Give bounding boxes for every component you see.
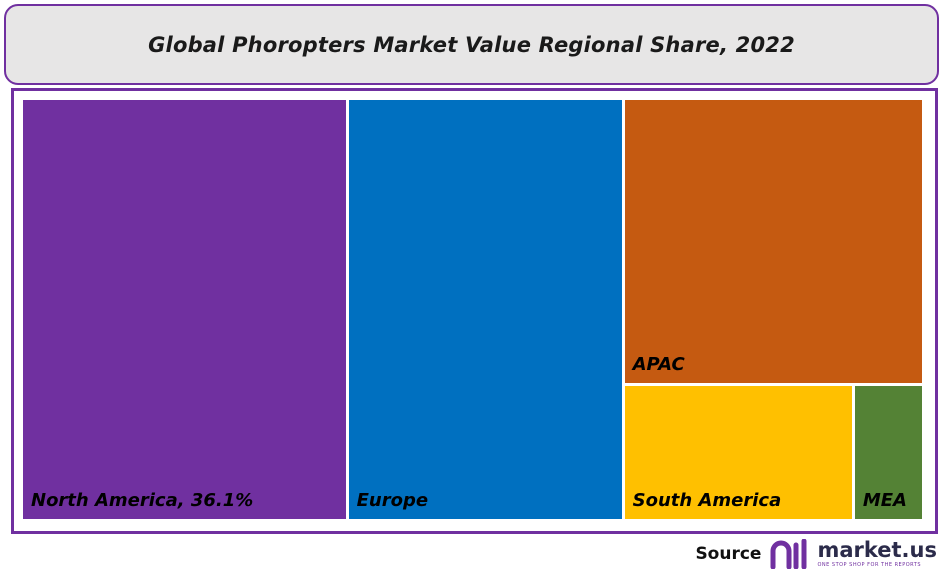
treemap-frame: North America, 36.1% Europe APAC South A… <box>11 88 938 534</box>
tile-label-north-america: North America, 36.1% <box>31 490 254 511</box>
brand-tagline: ONE STOP SHOP FOR THE REPORTS <box>817 562 921 568</box>
brand-name: market.us <box>817 538 937 562</box>
tile-mea: MEA <box>854 386 922 519</box>
brand: market.us ONE STOP SHOP FOR THE REPORTS <box>817 540 937 568</box>
chart-title: Global Phoropters Market Value Regional … <box>148 32 795 57</box>
tile-label-europe: Europe <box>356 490 429 511</box>
tile-label-south-america: South America <box>632 489 782 511</box>
chart-title-box: Global Phoropters Market Value Regional … <box>4 4 939 85</box>
tile-south-america: South America <box>624 386 852 519</box>
tile-label-apac: APAC <box>632 354 685 376</box>
tile-label-mea: MEA <box>862 489 907 511</box>
tile-apac: APAC <box>624 100 922 384</box>
tile-north-america: North America, 36.1% <box>23 100 346 519</box>
source-footer: Source market.us ONE STOP SHOP FOR THE R… <box>695 537 937 571</box>
source-label: Source <box>695 544 762 564</box>
market-us-logo-icon <box>770 539 807 569</box>
tile-europe: Europe <box>348 100 622 519</box>
